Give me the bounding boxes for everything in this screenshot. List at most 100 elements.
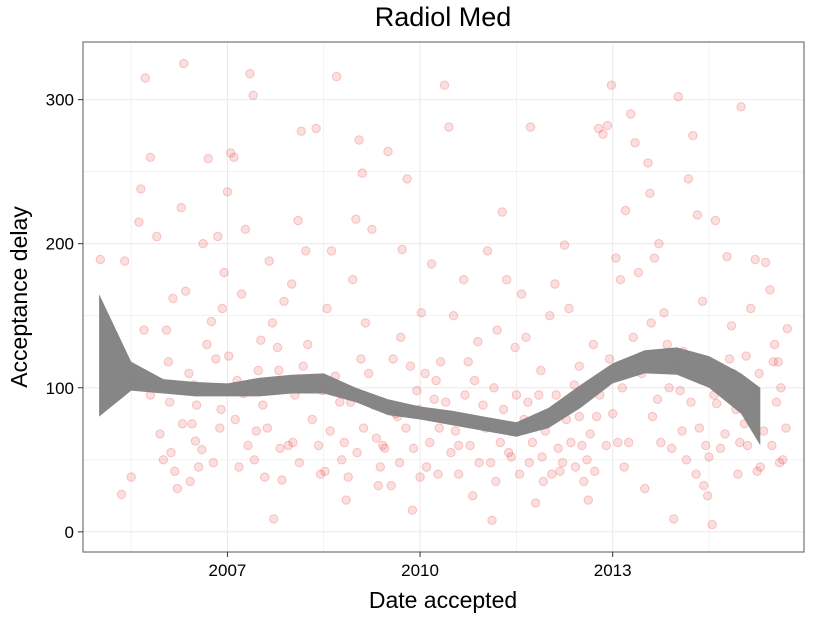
data-point [394,458,405,468]
data-point [647,411,658,422]
data-point [652,394,663,404]
data-point [213,231,223,242]
data-point [617,383,627,393]
data-point [667,443,677,453]
data-point [606,80,617,90]
data-point [547,469,557,479]
data-point [315,469,326,479]
data-point [211,354,221,364]
x-tick-label: 2007 [209,561,247,580]
x-tick-label: 2010 [401,561,439,580]
data-point [258,400,268,410]
data-point [179,58,189,69]
data-point [746,303,756,314]
data-point [206,316,217,327]
data-point [699,481,709,491]
data-point [433,469,443,479]
data-point [633,267,644,278]
data-point [704,452,714,462]
data-point [474,458,484,468]
data-point [161,325,172,335]
data-point [357,168,367,178]
data-point [222,187,233,197]
data-point [283,440,294,451]
data-point [465,440,475,451]
scatter-points [95,58,792,530]
data-point [712,398,722,409]
x-tick-label: 2013 [594,561,632,580]
data-point [619,462,629,472]
data-point [781,423,791,433]
data-point [659,308,669,318]
data-point [388,354,398,364]
data-point [343,472,353,482]
data-point [358,423,369,433]
data-point [415,472,425,482]
data-point [217,303,228,314]
data-point [722,252,732,262]
data-point [646,318,656,328]
smooth-band [99,294,761,446]
data-point [707,519,717,530]
data-point [523,397,533,407]
x-axis-ticks: 2007 2010 2013 [209,552,632,580]
data-point [373,481,383,491]
data-point [95,254,106,265]
data-point [224,351,234,361]
data-point [170,466,180,476]
data-point [550,279,560,289]
data-point [570,462,581,472]
data-point [249,455,260,465]
data-point [172,483,183,494]
data-point [551,390,561,400]
data-point [219,267,229,278]
data-point [181,286,191,296]
data-point [120,256,130,266]
data-point [741,351,751,361]
data-point [311,123,321,134]
data-point [296,126,306,137]
data-point [439,80,450,90]
data-point [293,215,303,226]
data-point [664,383,674,393]
data-point [468,491,478,501]
data-point [339,437,349,448]
data-point [401,423,411,433]
data-point [703,491,713,501]
data-point [611,253,621,263]
confidence-band [99,294,761,446]
data-point [624,437,634,448]
data-point [165,397,175,407]
data-point [260,472,270,482]
data-point [216,404,226,415]
data-point [426,259,437,269]
data-point [176,203,186,213]
data-point [412,385,422,396]
data-point [735,437,745,448]
x-axis-label: Date accepted [369,587,517,613]
data-point [145,152,156,163]
data-point [256,335,266,345]
data-point [720,429,730,439]
data-point [760,257,771,268]
data-point [431,375,441,386]
data-point [701,440,711,451]
data-point [724,354,735,364]
data-point [577,440,587,451]
data-point [583,495,593,505]
data-point [352,447,362,458]
data-point [185,476,195,487]
data-point [524,458,534,468]
major-grid [83,42,804,552]
data-point [591,411,602,422]
data-point [267,318,278,328]
data-point [229,152,239,163]
data-point [351,214,361,224]
data-point [585,429,595,439]
data-point [538,476,548,487]
data-point [371,433,382,443]
data-point [446,447,456,458]
data-point [598,129,608,139]
y-tick-label: 100 [46,379,74,398]
